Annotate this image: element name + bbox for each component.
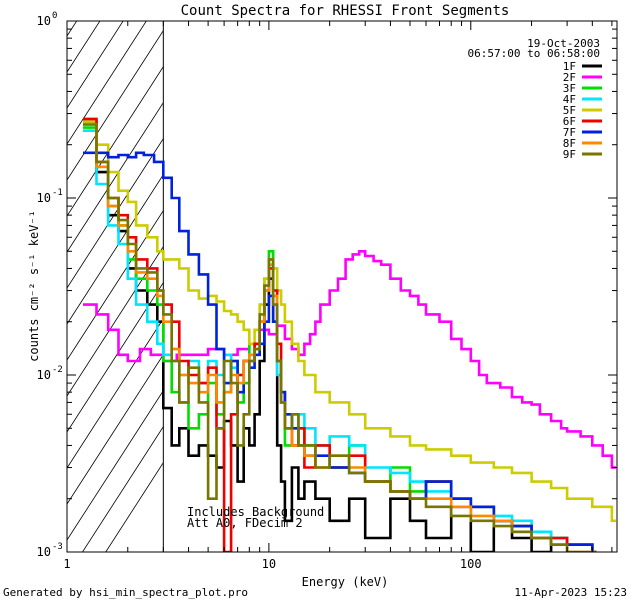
footer-generated: Generated by hsi_min_spectra_plot.pro (3, 586, 248, 599)
y-tick-exponent: 0 (52, 11, 57, 21)
series-line-6F (83, 117, 597, 552)
series-line-8F (83, 123, 597, 552)
legend-label-6F: 6F (563, 115, 576, 128)
series-line-9F (83, 123, 597, 552)
series-line-7F (83, 151, 597, 552)
x-tick-label: 100 (460, 557, 482, 571)
x-tick-label: 1 (63, 557, 70, 571)
time-range-label: 06:57:00 to 06:58:00 (468, 47, 600, 60)
y-tick-label: 10 (37, 545, 51, 559)
chart-title: Count Spectra for RHESSI Front Segments (181, 3, 510, 19)
annotations: Includes Background Att A0, FDecim 2 (187, 505, 324, 530)
legend-label-8F: 8F (563, 137, 576, 150)
y-axis-label: counts cm⁻² s⁻¹ keV⁻¹ (27, 210, 41, 362)
y-tick-exponent: -3 (52, 542, 63, 552)
legend-label-5F: 5F (563, 104, 576, 117)
series-line-3F (83, 126, 597, 552)
y-tick-exponent: -1 (52, 188, 63, 198)
series-line-4F (83, 129, 597, 552)
date-label: 19-Oct-2003 (527, 37, 600, 50)
legend-label-9F: 9F (563, 148, 576, 161)
legend-label-3F: 3F (563, 82, 576, 95)
annotation-attenuator: Att A0, FDecim 2 (187, 516, 303, 530)
x-tick-label: 10 (262, 557, 276, 571)
y-tick-label: 10 (37, 191, 51, 205)
series-line-1F (83, 120, 597, 552)
hatched-region (67, 21, 164, 552)
legend-label-7F: 7F (563, 126, 576, 139)
series-lines (83, 117, 616, 552)
footer-timestamp: 11-Apr-2023 15:23 (514, 586, 627, 599)
legend-label-4F: 4F (563, 93, 576, 106)
plot-frame (66, 20, 618, 553)
legend-label-1F: 1F (563, 60, 576, 73)
y-tick-label: 10 (37, 368, 51, 382)
hatch-lines (67, 21, 164, 552)
header-info: 19-Oct-2003 06:57:00 to 06:58:00 (468, 37, 600, 60)
x-axis-label: Energy (keV) (302, 575, 389, 589)
y-tick-label: 10 (37, 14, 51, 28)
legend-label-2F: 2F (563, 71, 576, 84)
y-tick-exponent: -2 (52, 365, 63, 375)
annotation-background: Includes Background (187, 505, 324, 519)
series-line-2F (83, 250, 616, 469)
